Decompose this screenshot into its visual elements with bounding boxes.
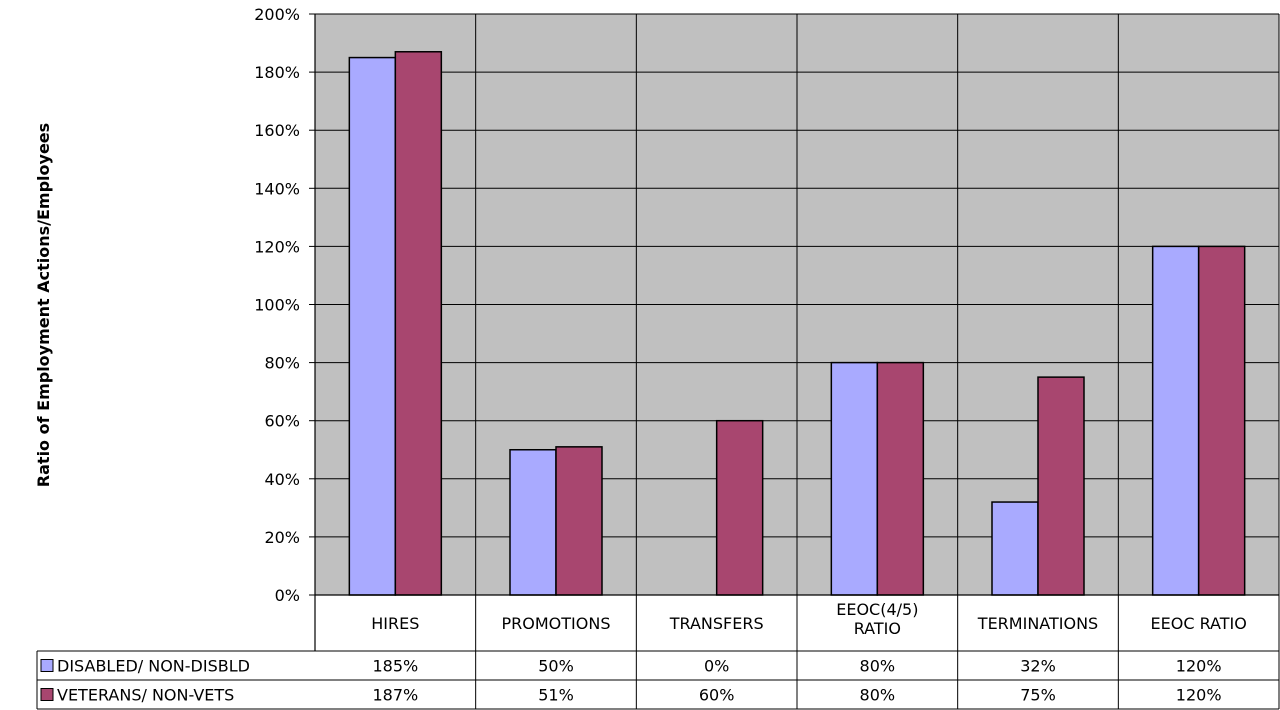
y-tick-label: 160% [254, 121, 300, 140]
y-tick-label: 80% [264, 354, 300, 373]
bar [509, 449, 557, 596]
y-tick-label: 100% [254, 296, 300, 315]
bar [715, 419, 764, 596]
table-cell-value: 75% [1020, 686, 1056, 705]
table-cell-value: 60% [699, 686, 735, 705]
legend-key [40, 688, 54, 701]
category-label: HIRES [371, 614, 419, 633]
y-tick-label: 20% [264, 528, 300, 547]
table-cell-value: 80% [860, 657, 896, 676]
y-tick-label: 40% [264, 470, 300, 489]
y-tick-label: 140% [254, 179, 300, 198]
bar [830, 361, 879, 596]
legend-key [40, 659, 54, 672]
bar [1151, 245, 1200, 596]
y-tick-label: 60% [264, 412, 300, 431]
y-tick-labels: 0% 20% 40% 60% 80% 100% 120% 140% 160% 180% 200% [254, 5, 300, 605]
table-cell-value: 80% [860, 686, 896, 705]
table-cell-value: 120% [1176, 686, 1222, 705]
table-cell-value: 120% [1176, 657, 1222, 676]
legend-label: VETERANS/ NON-VETS [57, 686, 234, 705]
table-cell-value: 185% [372, 657, 418, 676]
legend-label: DISABLED/ NON-DISBLD [57, 657, 250, 676]
data-table: HIRES PROMOTIONS TRANSFERS EEOC(4/5) RATIO TE… [36, 595, 1279, 710]
y-tick-label: 180% [254, 63, 300, 82]
bar [1037, 376, 1085, 596]
gridlines [309, 13, 1279, 596]
y-tick-label: 120% [254, 237, 300, 256]
table-cell-value: 0% [704, 657, 729, 676]
table-cell-value: 50% [538, 657, 574, 676]
y-tick-label: 200% [254, 5, 300, 24]
bar [876, 361, 925, 596]
bar [1197, 245, 1246, 596]
category-label: TERMINATIONS [977, 614, 1098, 633]
bar [394, 51, 443, 596]
bars [348, 51, 1246, 596]
bar [991, 501, 1039, 596]
bar [348, 56, 397, 596]
category-label: TRANSFERS [669, 614, 764, 633]
table-cell-value: 32% [1020, 657, 1056, 676]
y-axis-title: Ratio of Employment Actions/Employees [34, 123, 53, 487]
table-cell-value: 51% [538, 686, 574, 705]
table-cell-value: 187% [372, 686, 418, 705]
category-label: EEOC(4/5) RATIO [836, 600, 918, 638]
category-label: EEOC RATIO [1151, 614, 1247, 633]
y-tick-label: 0% [275, 586, 300, 605]
category-label: PROMOTIONS [502, 614, 611, 633]
bar [555, 446, 603, 596]
